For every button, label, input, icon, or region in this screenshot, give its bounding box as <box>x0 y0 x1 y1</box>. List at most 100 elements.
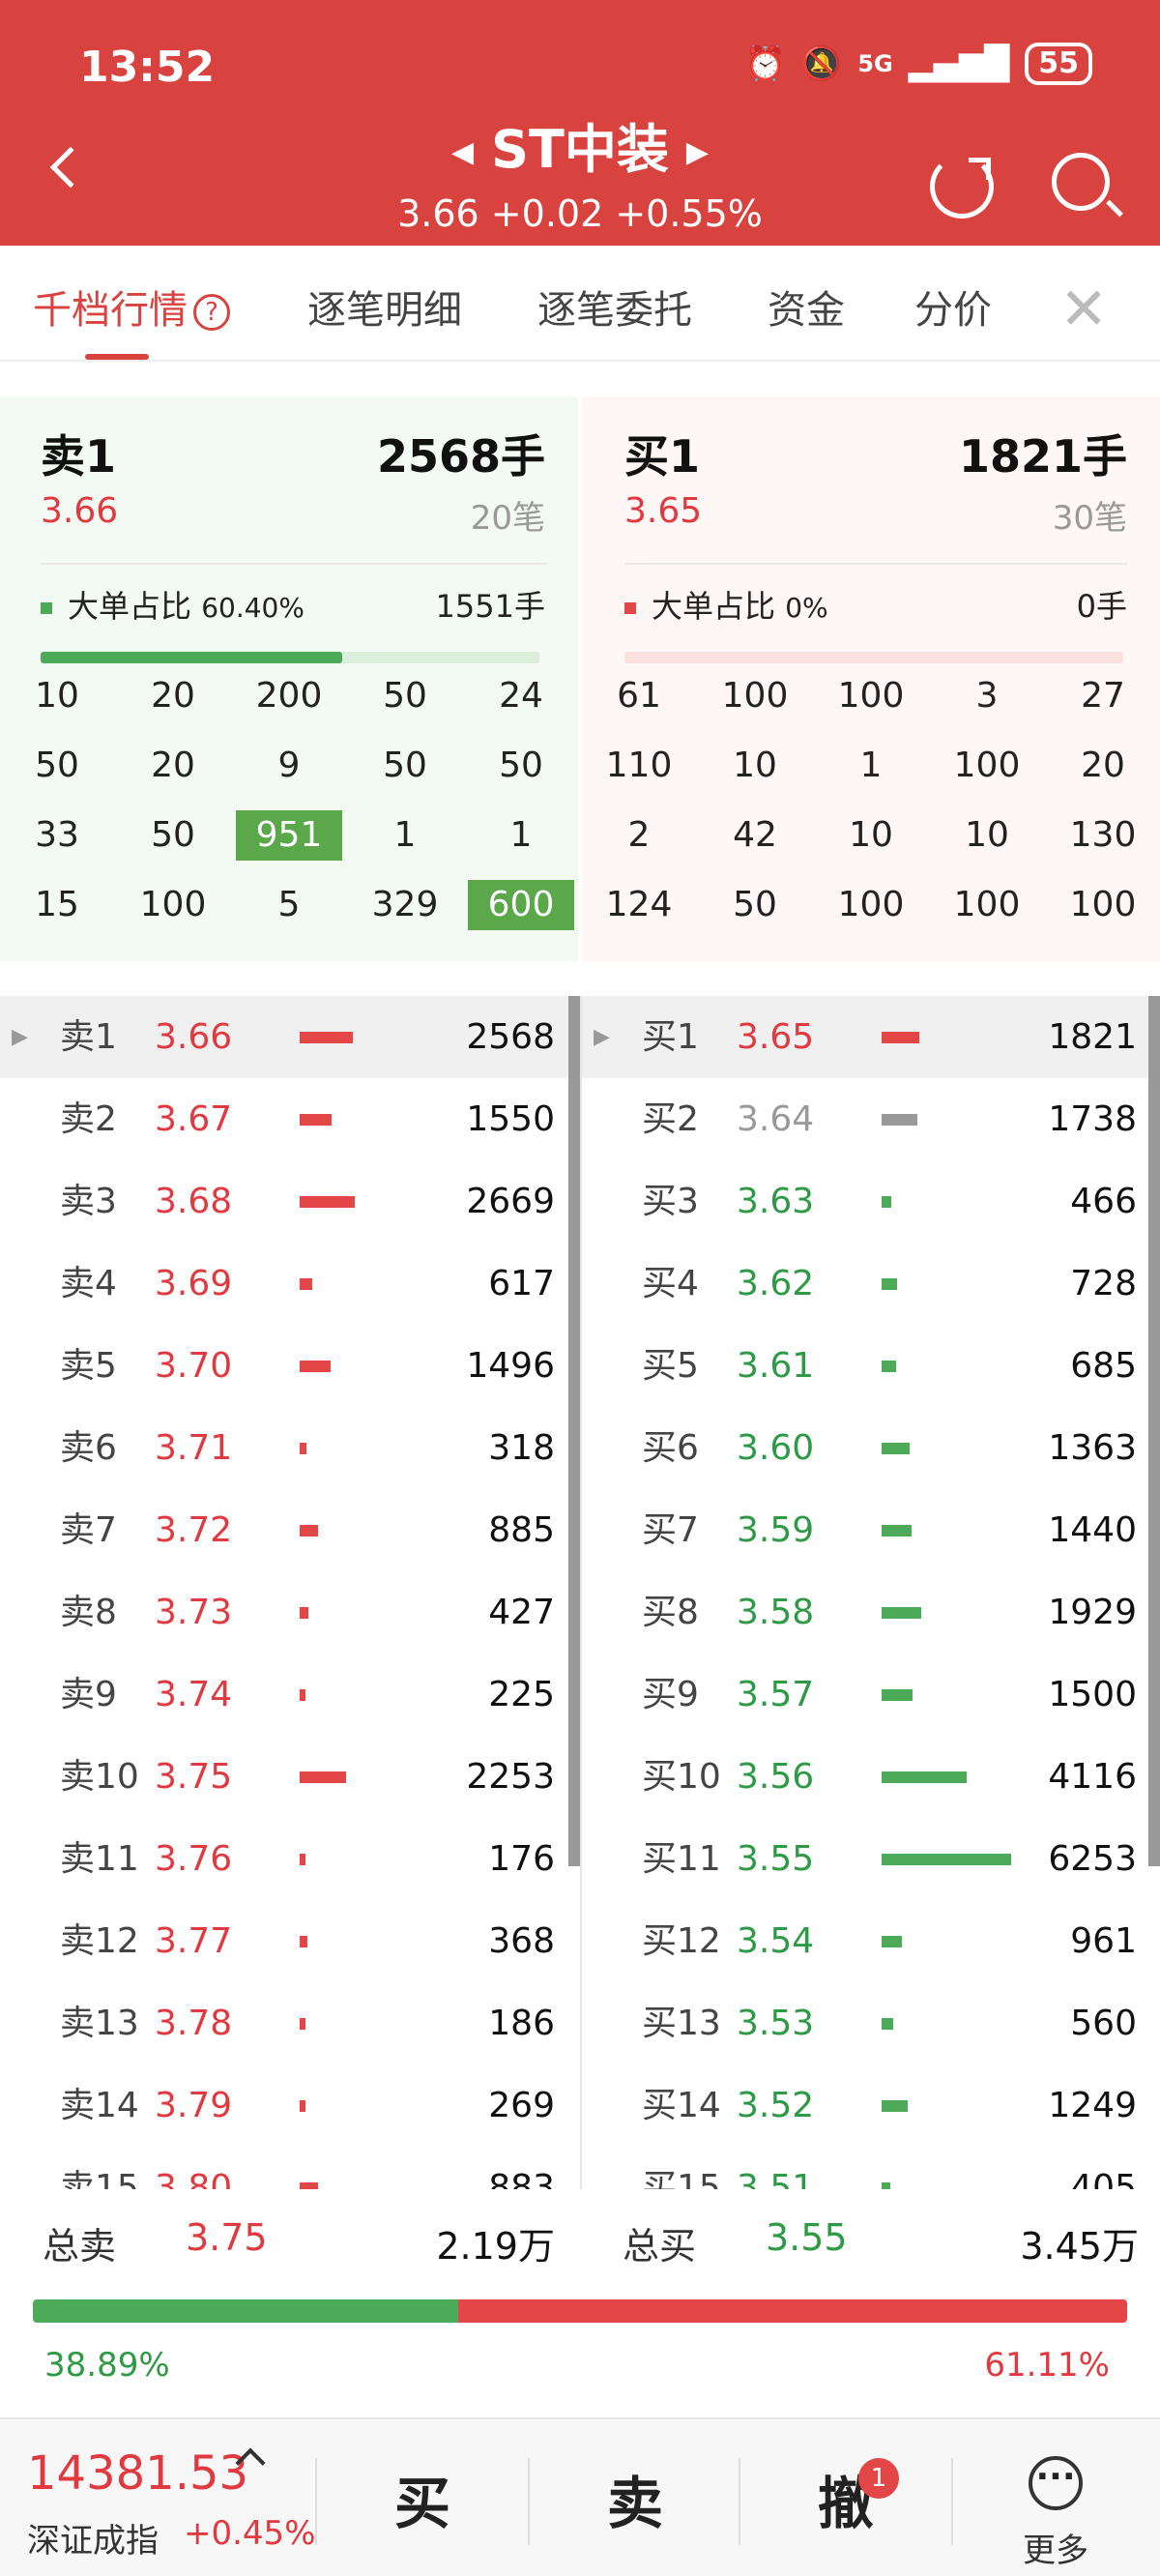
book-volume: 560 <box>1070 2004 1137 2043</box>
grid-cell: 9 <box>277 746 301 785</box>
grid-cell: 50 <box>151 815 195 855</box>
grid-cell: 100 <box>837 676 905 716</box>
sell-button[interactable]: 卖 <box>607 2471 664 2536</box>
totals-panel: 总卖 3.75 2.19万 总买 3.55 3.45万 38.89% 61.11… <box>0 2191 1160 2385</box>
prev-stock-icon[interactable]: ◀ <box>451 135 475 170</box>
book-volume: 883 <box>488 2168 555 2189</box>
grid-row: 110 10 1 100 20 <box>582 741 1160 810</box>
book-level-label: 卖7 <box>60 1510 117 1550</box>
book-row-buy[interactable]: 买15 3.51 405 <box>582 2147 1160 2189</box>
divider <box>739 2458 740 2545</box>
book-row-buy[interactable]: 买12 3.54 961 <box>582 1900 1160 1982</box>
book-row-sell[interactable]: 卖4 3.69 617 <box>0 1243 578 1325</box>
book-row-buy[interactable]: 买14 3.52 1249 <box>582 2064 1160 2147</box>
tab-qiandang[interactable]: 千档行情? <box>33 278 230 335</box>
expand-icon[interactable]: ▶ <box>12 1025 28 1049</box>
book-level-label: 买6 <box>642 1428 699 1468</box>
book-volume: 1440 <box>1048 1510 1137 1550</box>
book-row-sell[interactable]: 卖6 3.71 318 <box>0 1407 578 1489</box>
book-volume-bar <box>882 1607 922 1619</box>
more-icon[interactable]: ··· <box>1029 2456 1083 2510</box>
book-volume-bar <box>882 1771 968 1783</box>
book-price: 3.52 <box>737 2086 815 2125</box>
grid-cell: 24 <box>499 676 543 716</box>
buy-scrollbar[interactable] <box>1148 996 1160 1866</box>
book-row-buy[interactable]: 买2 3.64 1738 <box>582 1078 1160 1160</box>
book-volume: 1738 <box>1048 1099 1137 1139</box>
book-row-sell[interactable]: 卖3 3.68 2669 <box>0 1160 578 1243</box>
book-row-buy[interactable]: 买6 3.60 1363 <box>582 1407 1160 1489</box>
book-row-sell[interactable]: 卖5 3.70 1496 <box>0 1325 578 1407</box>
book-row-buy[interactable]: 买4 3.62 728 <box>582 1243 1160 1325</box>
grid-cell: 20 <box>1081 746 1125 785</box>
tab-bar: 千档行情? 逐笔明细 逐笔委托 资金 分价 ✕ <box>0 246 1160 362</box>
stock-title: ◀ ST中装 ▶ <box>0 118 1160 185</box>
book-volume: 1496 <box>466 1346 555 1386</box>
book-price: 3.63 <box>737 1182 815 1221</box>
book-row-sell[interactable]: 卖8 3.73 427 <box>0 1571 578 1654</box>
book-volume-bar <box>300 2018 305 2030</box>
book-row-sell[interactable]: 卖11 3.76 176 <box>0 1818 578 1900</box>
book-row-buy[interactable]: 买9 3.57 1500 <box>582 1654 1160 1736</box>
grid-row: 61 100 100 3 27 <box>582 671 1160 741</box>
book-row-buy[interactable]: 买10 3.56 4116 <box>582 1736 1160 1818</box>
grid-cell: 27 <box>1081 676 1125 716</box>
divider <box>41 563 547 565</box>
expand-icon[interactable]: ▶ <box>594 1025 610 1049</box>
book-row-sell[interactable]: 卖15 3.80 883 <box>0 2147 578 2189</box>
sell-scrollbar[interactable] <box>568 996 580 1866</box>
sell-count: 20笔 <box>470 499 545 538</box>
buy-button[interactable]: 买 <box>394 2471 451 2536</box>
index-change[interactable]: +0.45% <box>184 2514 316 2553</box>
book-row-buy[interactable]: 买8 3.58 1929 <box>582 1571 1160 1654</box>
book-row-sell[interactable]: 卖9 3.74 225 <box>0 1654 578 1736</box>
tab-zijin[interactable]: 资金 <box>768 288 845 333</box>
book-row-buy[interactable]: 买13 3.53 560 <box>582 1982 1160 2064</box>
tab-zhubi-weituo[interactable]: 逐笔委托 <box>537 288 692 333</box>
help-icon[interactable]: ? <box>193 294 230 331</box>
book-row-sell[interactable]: 卖14 3.79 269 <box>0 2064 578 2147</box>
index-value[interactable]: 14381.53 <box>27 2446 249 2501</box>
mute-icon: 🔕 <box>800 44 843 83</box>
grid-row: 15 100 5 329 600 <box>0 880 578 950</box>
index-name[interactable]: 深证成指 <box>27 2522 159 2561</box>
book-row-sell[interactable]: ▶ 卖1 3.66 2568 <box>0 996 578 1078</box>
book-level-label: 卖5 <box>60 1346 117 1386</box>
book-row-sell[interactable]: 卖13 3.78 186 <box>0 1982 578 2064</box>
book-level-label: 卖10 <box>60 1757 139 1797</box>
buy-sell-ratio-bar <box>33 2299 1127 2323</box>
order-book[interactable]: ▶ 卖1 3.66 2568 卖2 3.67 1550 卖3 3.68 2669 卖4 3.69 617… <box>0 996 1160 2189</box>
book-volume: 225 <box>488 1675 555 1714</box>
book-level-label: 卖1 <box>60 1017 117 1057</box>
tab-fenjia[interactable]: 分价 <box>914 288 992 333</box>
book-volume-bar <box>300 1443 306 1454</box>
close-icon[interactable]: ✕ <box>1059 276 1109 343</box>
more-label[interactable]: 更多 <box>1023 2532 1088 2570</box>
book-row-buy[interactable]: 买3 3.63 466 <box>582 1160 1160 1243</box>
book-price: 3.60 <box>737 1428 815 1468</box>
share-icon[interactable] <box>930 155 994 219</box>
book-volume-bar <box>882 2182 890 2189</box>
tab-zhubi-mingxi[interactable]: 逐笔明细 <box>307 288 462 333</box>
book-row-sell[interactable]: 卖12 3.77 368 <box>0 1900 578 1982</box>
grid-row: 50 20 9 50 50 <box>0 741 578 810</box>
book-price: 3.69 <box>155 1264 233 1303</box>
book-row-sell[interactable]: 卖2 3.67 1550 <box>0 1078 578 1160</box>
search-icon[interactable] <box>1052 153 1110 211</box>
book-volume-bar <box>300 1278 313 1290</box>
book-price: 3.67 <box>155 1099 233 1139</box>
signal-icon: ▂▄▆█ <box>908 44 1010 83</box>
book-row-buy[interactable]: 买5 3.61 685 <box>582 1325 1160 1407</box>
book-row-sell[interactable]: 卖7 3.72 885 <box>0 1489 578 1571</box>
book-row-sell[interactable]: 卖10 3.75 2253 <box>0 1736 578 1818</box>
book-row-buy[interactable]: 买11 3.55 6253 <box>582 1818 1160 1900</box>
grid-cell: 200 <box>255 676 323 716</box>
book-price: 3.65 <box>737 1017 815 1057</box>
total-sell-volume: 2.19万 <box>436 2225 555 2268</box>
book-volume-bar <box>300 1689 305 1701</box>
next-stock-icon[interactable]: ▶ <box>685 135 709 170</box>
book-row-buy[interactable]: ▶ 买1 3.65 1821 <box>582 996 1160 1078</box>
book-row-buy[interactable]: 买7 3.59 1440 <box>582 1489 1160 1571</box>
book-price: 3.68 <box>155 1182 233 1221</box>
buy-ratio-track <box>624 652 1123 663</box>
